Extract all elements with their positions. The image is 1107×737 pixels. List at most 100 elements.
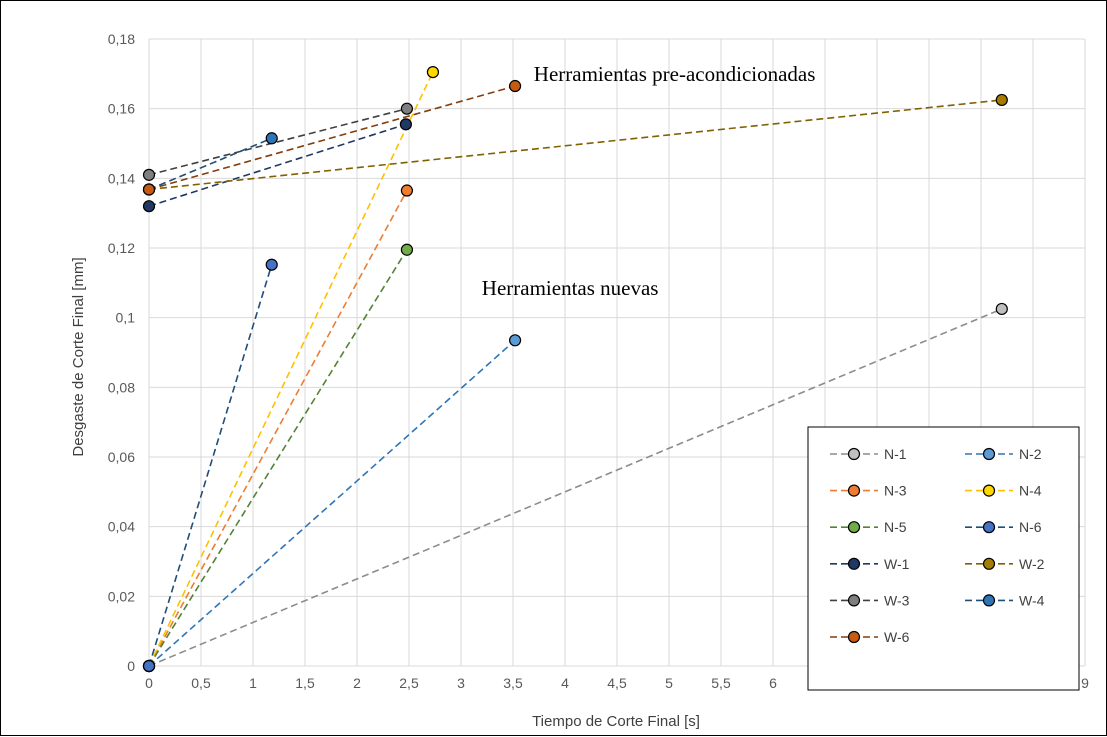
series-line: [148, 264, 273, 667]
data-point: [142, 659, 156, 673]
legend-label: N-2: [1019, 446, 1042, 462]
legend-item-w-2: W-2: [965, 556, 1045, 572]
series-w-2: [142, 93, 1008, 196]
x-tick-label: 9: [1081, 675, 1089, 691]
data-point: [265, 132, 278, 145]
legend-item-w-1: W-1: [830, 556, 910, 572]
x-tick-label: 3: [457, 675, 465, 691]
legend-label: W-6: [884, 629, 910, 645]
x-tick-label: 5,5: [711, 675, 731, 691]
legend-label: N-4: [1019, 483, 1042, 499]
data-point: [265, 258, 278, 271]
legend-item-n-4: N-4: [965, 483, 1042, 499]
annotation-new-tools: Herramientas nuevas: [482, 276, 659, 300]
series-n-3: [142, 184, 414, 673]
series-line: [148, 107, 408, 176]
data-point: [142, 168, 156, 181]
y-tick-label: 0: [127, 658, 135, 674]
x-tick-label: 6: [769, 675, 777, 691]
y-tick-label: 0,12: [108, 240, 135, 256]
legend-label: N-6: [1019, 519, 1042, 535]
x-tick-label: 2: [353, 675, 361, 691]
legend-marker: [847, 447, 861, 461]
legend-item-n-6: N-6: [965, 519, 1042, 535]
series-line: [148, 339, 516, 667]
legend-marker: [847, 630, 861, 644]
data-point: [995, 302, 1008, 316]
y-tick-label: 0,08: [108, 379, 135, 395]
y-tick-label: 0,1: [116, 310, 136, 326]
y-tick-label: 0,14: [108, 170, 135, 186]
legend-marker: [982, 521, 996, 534]
x-axis-title: Tiempo de Corte Final [s]: [532, 713, 700, 730]
x-tick-label: 1,5: [295, 675, 315, 691]
series-w-3: [142, 102, 414, 181]
data-point: [400, 243, 414, 256]
legend-label: W-1: [884, 556, 910, 572]
y-tick-label: 0,16: [108, 101, 135, 117]
legend-item-n-2: N-2: [965, 446, 1042, 462]
data-point: [142, 183, 156, 196]
series-line: [148, 190, 408, 667]
data-point: [508, 334, 522, 347]
legend-marker: [847, 521, 861, 534]
legend-item-w-4: W-4: [965, 592, 1045, 608]
x-tick-label: 4,5: [607, 675, 627, 691]
series-group: [142, 65, 1008, 673]
legend: N-1 N-2 N-3 N-4 N-5 N-6 W-1 W-2 W-3 W-4 W-6: [807, 426, 1080, 691]
data-point: [508, 79, 522, 93]
legend-label: N-3: [884, 483, 907, 499]
legend-marker: [847, 594, 861, 607]
series-n-5: [142, 243, 414, 673]
x-tick-label: 3,5: [503, 675, 523, 691]
data-point: [426, 65, 440, 79]
legend-label: W-3: [884, 592, 910, 608]
legend-marker: [847, 484, 861, 497]
series-line: [148, 123, 407, 207]
data-point: [399, 118, 412, 131]
legend-item-n-3: N-3: [830, 483, 907, 499]
series-n-2: [142, 334, 522, 673]
legend-item-n-1: N-1: [830, 446, 907, 462]
data-point: [400, 102, 414, 115]
legend-marker: [982, 484, 996, 497]
legend-item-w-3: W-3: [830, 592, 910, 608]
series-line: [148, 85, 516, 191]
legend-item-w-6: W-6: [830, 629, 910, 645]
y-tick-label: 0,18: [108, 31, 135, 47]
legend-marker: [982, 557, 996, 570]
series-line: [148, 308, 1003, 667]
legend-label: W-2: [1019, 556, 1045, 572]
data-point: [142, 200, 156, 213]
x-tick-label: 2,5: [399, 675, 419, 691]
legend-item-n-5: N-5: [830, 519, 907, 535]
y-tick-label: 0,04: [108, 519, 135, 535]
x-tick-label: 0,5: [191, 675, 211, 691]
series-w-1: [142, 118, 412, 213]
legend-marker: [982, 594, 996, 607]
legend-label: W-4: [1019, 592, 1045, 608]
series-line: [148, 99, 1002, 191]
legend-label: N-1: [884, 446, 907, 462]
y-axis-title: Desgaste de Corte Final [mm]: [70, 257, 87, 456]
x-tick-label: 0: [145, 675, 153, 691]
y-tick-label: 0,02: [108, 588, 135, 604]
x-tick-label: 4: [561, 675, 569, 691]
annotation-preconditioned: Herramientas pre-acondicionadas: [534, 62, 816, 86]
legend-marker: [982, 447, 996, 461]
legend-marker: [847, 557, 861, 570]
series-line: [148, 249, 408, 667]
series-line: [148, 137, 273, 191]
y-tick-label: 0,06: [108, 449, 135, 465]
y-axis-ticks: 0 0,02 0,04 0,06 0,08 0,1 0,12 0,14 0,16 0,18: [108, 31, 135, 674]
data-point: [400, 184, 414, 197]
x-tick-label: 5: [665, 675, 673, 691]
series-w-6: [142, 79, 522, 196]
legend-label: N-5: [884, 519, 907, 535]
data-point: [995, 93, 1008, 107]
series-n-4: [142, 65, 440, 673]
x-tick-label: 1: [249, 675, 257, 691]
series-n-6: [142, 258, 278, 673]
